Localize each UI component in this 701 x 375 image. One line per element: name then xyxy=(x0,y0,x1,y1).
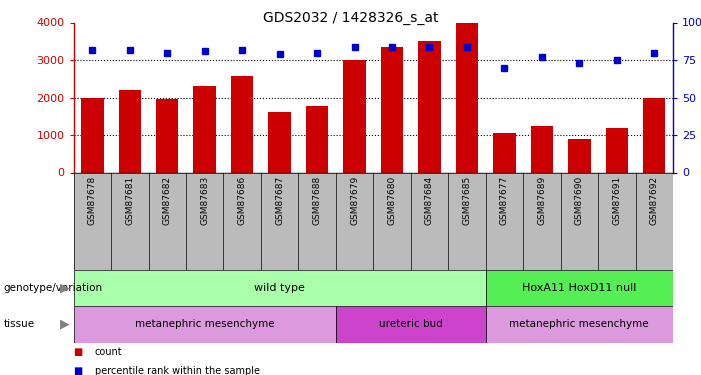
Bar xyxy=(343,60,366,172)
Text: GSM87681: GSM87681 xyxy=(125,176,135,225)
Text: GSM87682: GSM87682 xyxy=(163,176,172,225)
Bar xyxy=(118,90,141,172)
Bar xyxy=(456,22,478,172)
Text: HoxA11 HoxD11 null: HoxA11 HoxD11 null xyxy=(522,283,637,293)
Text: GSM87678: GSM87678 xyxy=(88,176,97,225)
Text: percentile rank within the sample: percentile rank within the sample xyxy=(95,366,259,375)
Bar xyxy=(568,139,590,172)
Text: wild type: wild type xyxy=(254,283,305,293)
Text: count: count xyxy=(95,347,122,357)
Bar xyxy=(268,112,291,172)
Text: GSM87679: GSM87679 xyxy=(350,176,359,225)
Bar xyxy=(193,86,216,172)
Text: tissue: tissue xyxy=(4,320,34,329)
Text: ▶: ▶ xyxy=(60,281,70,294)
Bar xyxy=(306,106,328,172)
Bar xyxy=(74,270,486,306)
Text: GSM87691: GSM87691 xyxy=(612,176,621,225)
Bar xyxy=(643,98,665,172)
Text: GDS2032 / 1428326_s_at: GDS2032 / 1428326_s_at xyxy=(263,11,438,25)
Bar xyxy=(231,76,254,172)
Text: GSM87677: GSM87677 xyxy=(500,176,509,225)
Bar xyxy=(486,270,673,306)
Text: metanephric mesenchyme: metanephric mesenchyme xyxy=(135,320,275,329)
Bar xyxy=(418,41,441,172)
Bar xyxy=(381,47,403,172)
Text: GSM87688: GSM87688 xyxy=(313,176,322,225)
Bar xyxy=(493,133,516,172)
Text: GSM87689: GSM87689 xyxy=(538,176,546,225)
Text: ▶: ▶ xyxy=(60,318,70,331)
Text: GSM87687: GSM87687 xyxy=(275,176,284,225)
Bar xyxy=(336,306,486,343)
Text: ■: ■ xyxy=(74,347,83,357)
Text: GSM87690: GSM87690 xyxy=(575,176,584,225)
Text: GSM87684: GSM87684 xyxy=(425,176,434,225)
Bar xyxy=(81,98,104,172)
Bar xyxy=(531,126,553,172)
Text: GSM87680: GSM87680 xyxy=(388,176,397,225)
Text: ■: ■ xyxy=(74,366,83,375)
Text: genotype/variation: genotype/variation xyxy=(4,283,102,293)
Bar xyxy=(156,99,179,172)
Bar xyxy=(74,306,336,343)
Text: GSM87685: GSM87685 xyxy=(463,176,472,225)
Bar xyxy=(486,306,673,343)
Text: metanephric mesenchyme: metanephric mesenchyme xyxy=(510,320,649,329)
Text: GSM87692: GSM87692 xyxy=(650,176,659,225)
Text: GSM87686: GSM87686 xyxy=(238,176,247,225)
Text: ureteric bud: ureteric bud xyxy=(379,320,442,329)
Bar xyxy=(606,128,628,172)
Text: GSM87683: GSM87683 xyxy=(200,176,209,225)
